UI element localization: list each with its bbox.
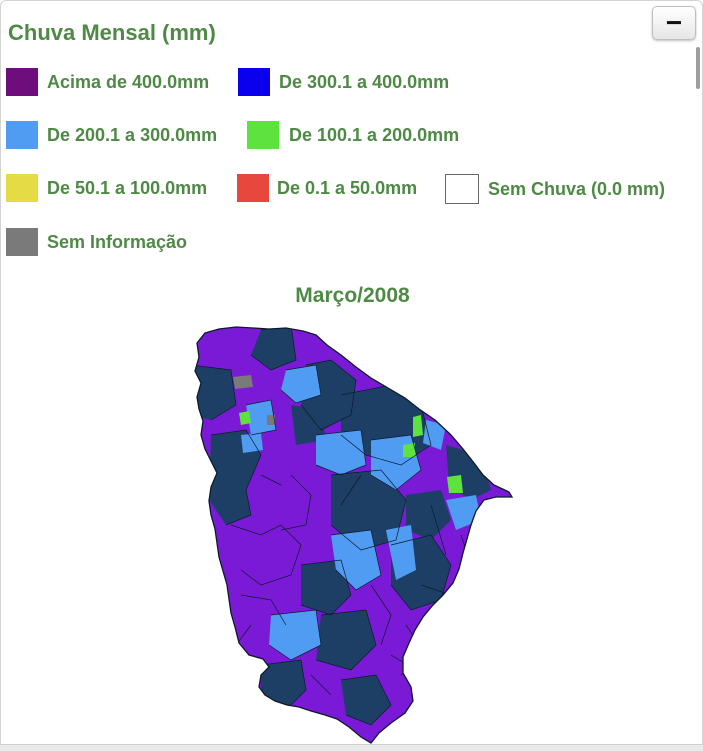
region-300-400 [341, 675, 391, 725]
legend-label: De 300.1 a 400.0mm [279, 72, 450, 92]
region-200-300 [331, 530, 381, 590]
region-100-200 [447, 475, 463, 493]
region-200-300 [269, 610, 321, 660]
legend-swatch [445, 174, 479, 204]
region-200-300 [241, 433, 263, 453]
rainfall-map[interactable] [191, 325, 514, 745]
region-300-400 [195, 365, 236, 420]
legend-label: De 50.1 a 100.0mm [47, 178, 208, 198]
region-200-300 [281, 365, 321, 403]
scrollbar[interactable] [696, 47, 700, 89]
collapse-button[interactable]: − [652, 6, 696, 40]
region-300-400 [251, 327, 296, 370]
region-100-200 [239, 411, 251, 425]
legend-label: Sem Chuva (0.0 mm) [488, 179, 666, 199]
legend-label: De 0.1 a 50.0mm [277, 178, 418, 198]
map-regions [195, 327, 512, 743]
legend-swatch [237, 174, 269, 202]
region-no-information [233, 375, 253, 389]
region-100-200 [413, 415, 423, 437]
region-200-300 [386, 525, 416, 580]
region-200-300 [246, 400, 276, 435]
municipal-borders [195, 327, 472, 726]
region-200-300 [316, 430, 366, 475]
legend-label: De 100.1 a 200.0mm [289, 125, 460, 145]
region-300-400 [261, 660, 306, 710]
legend-swatch [6, 174, 38, 202]
map-title: Março/2008 [295, 284, 410, 307]
region-300-400 [301, 560, 351, 615]
region-no-information [267, 415, 275, 425]
legend-swatch [6, 68, 38, 96]
bottom-divider [0, 744, 703, 751]
ceara-map [194, 326, 514, 744]
legend-swatch [6, 228, 38, 256]
state-outline [194, 326, 514, 744]
legend-swatch [6, 121, 38, 149]
region-300-400 [406, 490, 451, 540]
legend-label: Acima de 400.0mm [47, 72, 210, 92]
legend-label: De 200.1 a 300.0mm [47, 125, 218, 145]
legend-swatch [238, 68, 270, 96]
panel-title: Chuva Mensal (mm) [8, 20, 216, 45]
legend-label: Sem Informação [47, 232, 188, 252]
region-200-300 [423, 420, 446, 450]
legend-swatch [247, 121, 279, 149]
region-100-200 [403, 443, 415, 457]
region-300-400 [316, 610, 376, 670]
